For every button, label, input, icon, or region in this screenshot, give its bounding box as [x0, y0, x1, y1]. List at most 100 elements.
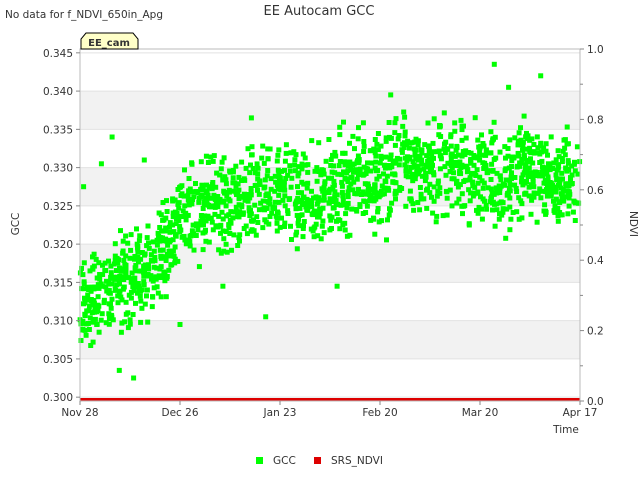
gcc-point: [390, 179, 396, 185]
gcc-point: [305, 169, 311, 175]
gcc-point: [83, 332, 89, 338]
gcc-point: [555, 218, 561, 224]
gcc-point: [418, 196, 424, 202]
gcc-point: [116, 367, 122, 373]
gcc-point: [562, 194, 568, 200]
gcc-point: [333, 198, 339, 204]
gcc-point: [150, 239, 156, 245]
gcc-point: [518, 137, 524, 143]
gcc-point: [345, 189, 351, 195]
gcc-point: [356, 160, 362, 166]
gcc-point: [498, 183, 504, 189]
gcc-point: [120, 248, 126, 254]
gcc-point: [531, 170, 536, 176]
gcc-point: [117, 288, 123, 294]
gcc-point: [247, 170, 253, 176]
gcc-point: [193, 181, 198, 186]
gcc-point: [340, 150, 346, 156]
gcc-point: [417, 154, 423, 160]
gcc-point: [274, 220, 280, 226]
gcc-point: [361, 149, 367, 154]
gcc-point: [132, 275, 138, 281]
gcc-point: [556, 154, 562, 160]
gcc-point: [333, 153, 339, 159]
chart-title: EE Autocam GCC: [264, 4, 375, 19]
gcc-point: [368, 217, 374, 223]
gcc-point: [525, 174, 531, 179]
gcc-point: [158, 275, 164, 280]
gcc-point: [150, 294, 156, 300]
gcc-point: [519, 175, 525, 181]
gcc-point: [128, 289, 134, 295]
gcc-point: [384, 237, 389, 243]
gcc-point: [218, 166, 224, 172]
gcc-point: [94, 321, 100, 327]
gcc-point: [300, 234, 306, 240]
gcc-point: [262, 184, 268, 190]
gcc-point: [248, 115, 254, 121]
gcc-point: [210, 180, 216, 185]
gcc-point: [267, 196, 273, 202]
gcc-point: [506, 165, 512, 171]
gcc-point: [329, 175, 335, 181]
gcc-point: [88, 288, 94, 294]
gcc-point: [468, 160, 474, 166]
gcc-point: [332, 149, 338, 155]
gcc-point: [221, 236, 227, 242]
gcc-point: [559, 159, 565, 165]
gcc-point: [121, 257, 127, 263]
gcc-point: [182, 203, 188, 209]
gcc-point: [494, 170, 500, 176]
gcc-point: [215, 194, 221, 199]
gcc-point: [155, 290, 161, 296]
gcc-point: [472, 115, 478, 121]
gcc-point: [116, 276, 121, 282]
gcc-point: [310, 228, 316, 234]
gcc-point: [494, 207, 500, 213]
gcc-point: [289, 237, 294, 242]
gcc-point: [274, 228, 280, 234]
gcc-point: [490, 199, 496, 205]
gcc-point: [562, 152, 568, 158]
gcc-point: [437, 123, 442, 128]
gcc-point: [163, 258, 169, 263]
y2-tick-label: 1.0: [587, 44, 604, 56]
gcc-point: [342, 175, 348, 181]
gcc-point: [415, 157, 421, 163]
gcc-point: [274, 158, 280, 164]
gcc-point: [444, 195, 450, 201]
gcc-point: [196, 196, 202, 201]
gcc-point: [128, 295, 134, 301]
gcc-point: [375, 206, 381, 211]
x-tick-label: Dec 26: [161, 407, 198, 419]
gcc-point: [299, 202, 305, 207]
gcc-point: [283, 142, 289, 148]
gcc-point: [230, 175, 236, 181]
gcc-point: [204, 182, 209, 188]
gcc-point: [491, 136, 496, 142]
gcc-point: [96, 285, 102, 291]
gcc-point: [253, 232, 259, 238]
gcc-point: [357, 204, 363, 209]
gcc-point: [562, 145, 568, 151]
gcc-point: [459, 153, 465, 159]
gcc-point: [256, 207, 262, 213]
gcc-point: [294, 212, 300, 218]
gcc-point: [203, 188, 209, 194]
gcc-point: [81, 184, 87, 190]
gcc-point: [341, 119, 346, 125]
gcc-point: [343, 169, 349, 175]
gcc-point: [509, 158, 515, 164]
gcc-point: [249, 227, 255, 233]
gcc-point: [454, 200, 460, 206]
gcc-point: [236, 214, 242, 220]
gcc-point: [108, 263, 114, 269]
gcc-point: [221, 198, 227, 204]
gcc-point: [297, 199, 303, 204]
gcc-point: [131, 288, 137, 294]
gcc-point: [553, 157, 559, 163]
gcc-point: [445, 146, 451, 152]
gcc-point: [334, 192, 340, 198]
gcc-point: [272, 205, 278, 211]
gcc-point: [90, 339, 96, 345]
